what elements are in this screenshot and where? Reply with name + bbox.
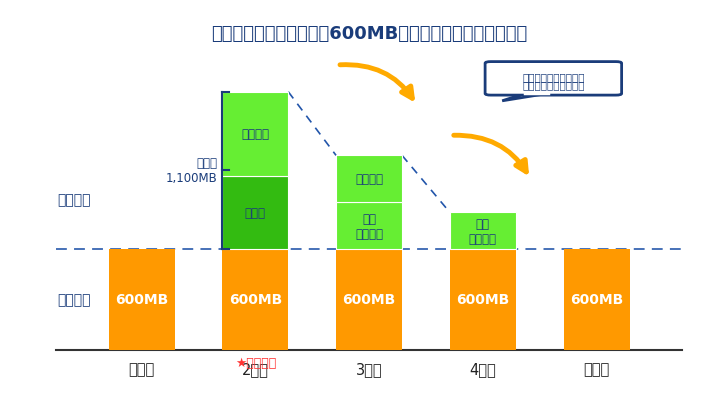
FancyArrowPatch shape <box>340 65 413 99</box>
Text: 基本容量: 基本容量 <box>58 293 91 307</box>
Text: 追加容量の余った分は: 追加容量の余った分は <box>522 72 585 82</box>
Bar <box>336 203 402 249</box>
Text: 前日
未利用分: 前日 未利用分 <box>469 217 497 245</box>
Text: 追加分
1,100MB: 追加分 1,100MB <box>166 157 218 185</box>
Bar <box>564 249 630 350</box>
Bar <box>222 176 288 249</box>
Bar <box>336 156 402 203</box>
Text: 未利用分: 未利用分 <box>241 128 269 141</box>
Text: 追加容量: 追加容量 <box>58 193 91 207</box>
Bar <box>222 92 288 176</box>
Text: 600MB: 600MB <box>570 293 624 307</box>
Bar <box>336 249 402 350</box>
Bar <box>450 249 516 350</box>
Text: 600MB: 600MB <box>115 293 168 307</box>
Text: 600MB: 600MB <box>456 293 510 307</box>
Bar <box>222 249 288 350</box>
Text: 未利用分: 未利用分 <box>355 173 383 186</box>
Bar <box>108 249 174 350</box>
Text: 600MB: 600MB <box>342 293 396 307</box>
Bar <box>450 213 516 249</box>
FancyBboxPatch shape <box>485 63 621 96</box>
Text: （例）大容量プラン　（600MB）、５日間レンタルの場合: （例）大容量プラン （600MB）、５日間レンタルの場合 <box>211 25 527 43</box>
Text: 翌日以降もご利用可能: 翌日以降もご利用可能 <box>522 80 585 90</box>
Text: 利用分: 利用分 <box>245 207 266 219</box>
Polygon shape <box>502 94 548 101</box>
Text: 前日
未利用分: 前日 未利用分 <box>355 212 383 240</box>
Text: 600MB: 600MB <box>228 293 282 307</box>
FancyArrowPatch shape <box>453 136 527 173</box>
Text: ★追加購入: ★追加購入 <box>235 356 276 369</box>
